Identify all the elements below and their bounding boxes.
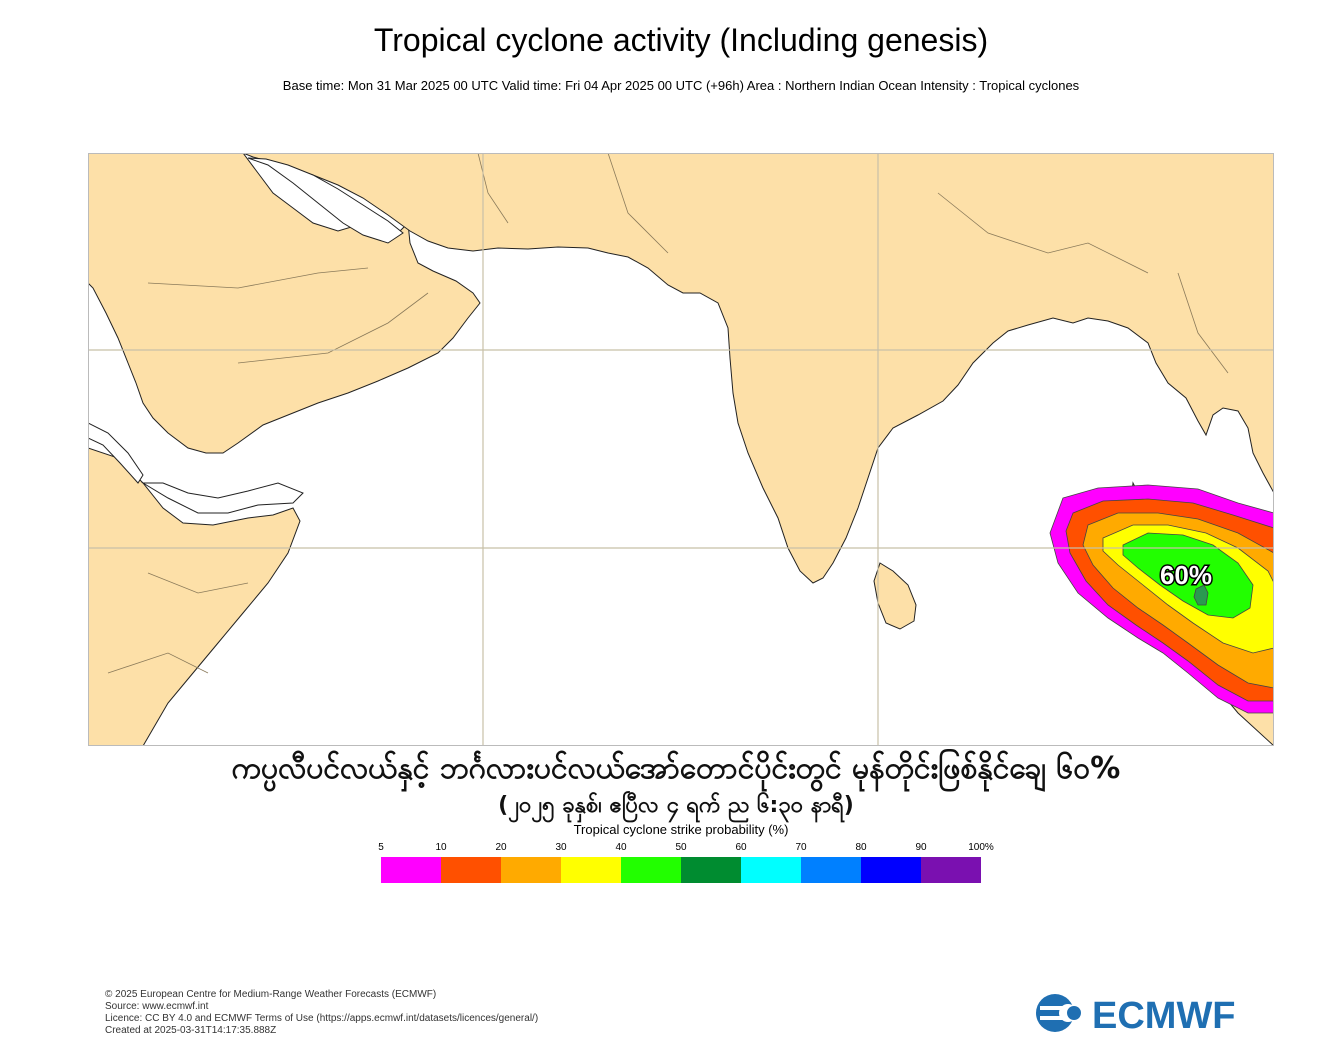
legend-tick-4: 40 <box>615 842 627 853</box>
border-3 <box>477 153 509 224</box>
ecmwf-logo-text: ECMWF <box>1092 995 1236 1034</box>
border-5 <box>937 192 1149 274</box>
country-borders <box>107 153 1229 674</box>
footer-copyright: © 2025 European Centre for Medium-Range … <box>105 989 437 1000</box>
footer-created: Created at 2025-03-31T14:17:35.888Z <box>105 1025 277 1036</box>
border-4 <box>607 153 669 254</box>
legend-swatch-7 <box>801 857 861 883</box>
legend-tick-5: 50 <box>675 842 687 853</box>
legend-ticks: 5 10 20 30 40 50 60 70 80 90 100% <box>378 842 994 854</box>
map-frame <box>88 153 1274 746</box>
graticule <box>88 153 1274 746</box>
persian-gulf <box>247 157 404 244</box>
legend-swatch-0 <box>381 857 441 883</box>
peak-probability-label: 60% <box>1160 560 1212 590</box>
contour-40-50 <box>1122 532 1254 619</box>
land-horn-of-africa <box>88 447 301 746</box>
page-title: Tropical cyclone activity (Including gen… <box>373 22 989 58</box>
contour-50-60 <box>1193 584 1209 606</box>
gulf-of-aden <box>141 482 304 514</box>
border-1 <box>147 267 369 289</box>
border-7 <box>107 652 209 674</box>
footer: © 2025 European Centre for Medium-Range … <box>105 989 538 1037</box>
legend-tick-6: 60 <box>735 842 747 853</box>
footer-licence: Licence: CC BY 4.0 and ECMWF Terms of Us… <box>105 1013 539 1024</box>
cyclone-map: 60% <box>88 153 1274 746</box>
legend-swatch-2 <box>501 857 561 883</box>
overlay-caption-main: ကပ္ပလီပင်လယ်နှင့် ဘင်္ဂလားပင်လယ်အော်တောင… <box>231 751 1121 786</box>
legend-colorbar <box>381 857 981 883</box>
footer-source: Source: www.ecmwf.int <box>105 1001 209 1012</box>
legend-tick-0: 5 <box>378 842 384 853</box>
overlay-caption-date: (၂၀၂၅ ခုနှစ်၊ ဧပြီလ ၄ ရက် ည ၆:၃၀ နာရီ) <box>498 793 854 818</box>
legend-swatch-8 <box>861 857 921 883</box>
ecmwf-logo-mark <box>1036 994 1081 1032</box>
legend-tick-2: 20 <box>495 842 507 853</box>
legend-swatch-6 <box>741 857 801 883</box>
page-subtitle: Base time: Mon 31 Mar 2025 00 UTC Valid … <box>282 78 1080 93</box>
legend-swatch-9 <box>921 857 981 883</box>
land-sri-lanka <box>873 562 917 630</box>
legend-swatch-3 <box>561 857 621 883</box>
legend-tick-7: 70 <box>795 842 807 853</box>
legend-swatch-5 <box>681 857 741 883</box>
inland-seas <box>88 157 404 514</box>
ecmwf-logo: ECMWF <box>1036 994 1236 1034</box>
legend-tick-8: 80 <box>855 842 867 853</box>
legend-tick-10: 100% <box>968 842 994 853</box>
red-sea <box>88 422 144 484</box>
legend-title: Tropical cyclone strike probability (%) <box>573 822 789 837</box>
strike-probability-contours <box>1049 484 1274 714</box>
border-8 <box>1177 272 1229 374</box>
legend-tick-9: 90 <box>915 842 927 853</box>
border-2 <box>237 292 429 364</box>
legend-tick-3: 30 <box>555 842 567 853</box>
legend-tick-1: 10 <box>435 842 447 853</box>
land-arabia-africa <box>88 153 481 454</box>
legend-swatch-1 <box>441 857 501 883</box>
border-6 <box>147 572 249 594</box>
legend-swatch-4 <box>621 857 681 883</box>
land-asia-india <box>242 153 1274 584</box>
